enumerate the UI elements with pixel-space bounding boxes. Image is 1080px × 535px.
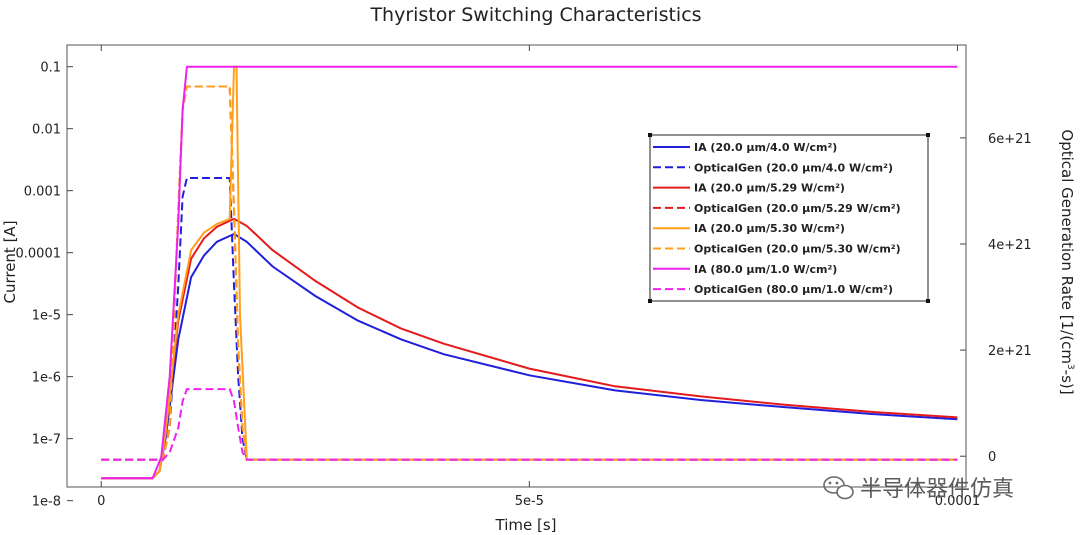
y-tick-label: 0.0001 [16,247,62,262]
legend: IA (20.0 µm/4.0 W/cm²) OpticalGen (20.0 µ… [648,133,930,303]
y2-axis-title: Optical Generation Rate [1/(cm3-s)] [1058,129,1076,394]
chart-title: Thyristor Switching Characteristics [369,4,701,26]
legend-label-6: IA (80.0 µm/1.0 W/cm²) [694,263,837,276]
wechat-icon [823,476,854,500]
legend-handle [926,299,930,303]
y2-tick-label: 0 [988,450,996,465]
y-axis-title: Current [A] [1,220,19,303]
legend-label-1: OpticalGen (20.0 µm/4.0 W/cm²) [694,161,893,174]
y-tick-label: 1e-7 [32,433,61,448]
plot-frame [66,44,967,488]
y-tick-label: 0.001 [24,185,61,200]
y-tick-label: 0.1 [40,61,61,76]
legend-label-5: OpticalGen (20.0 µm/5.30 W/cm²) [694,243,901,256]
x-tick-label: 5e-5 [515,494,544,509]
legend-label-0: IA (20.0 µm/4.0 W/cm²) [694,141,837,154]
y-tick-label: 0.01 [32,123,61,138]
series-line-5 [101,85,958,461]
series-line-7 [101,388,958,461]
watermark: 半导体器件仿真 [823,476,1014,502]
x-tick-label: 0 [97,494,105,509]
y2-tick-label: 2e+21 [988,344,1032,359]
legend-label-4: IA (20.0 µm/5.30 W/cm²) [694,222,845,235]
legend-handle [648,133,652,137]
watermark-text: 半导体器件仿真 [860,477,1014,502]
y2-tick-label: 4e+21 [988,238,1032,253]
legend-handle [926,133,930,137]
legend-label-7: OpticalGen (80.0 µm/1.0 W/cm²) [694,283,893,296]
legend-label-2: IA (20.0 µm/5.29 W/cm²) [694,182,845,195]
series-line-0 [101,232,958,480]
y-tick-label: 1e-6 [32,371,61,386]
y-tick-label: 1e-8 [32,495,61,510]
series-line-6 [101,65,958,480]
x-tick-label: 0.0001 [935,494,981,509]
y-tick-label: 1e-5 [32,309,61,324]
series-layer [101,65,958,480]
x-axis-title: Time [s] [495,516,557,534]
legend-label-3: OpticalGen (20.0 µm/5.29 W/cm²) [694,202,901,215]
y2-tick-label: 6e+21 [988,132,1032,147]
axis-layer: 0 5e-5 0.0001 0.1 0.01 0.001 0.0001 1e-5 1e-6 1e-… [16,45,1032,510]
legend-handle [648,299,652,303]
legend-box [649,134,929,302]
series-line-4 [101,65,958,480]
